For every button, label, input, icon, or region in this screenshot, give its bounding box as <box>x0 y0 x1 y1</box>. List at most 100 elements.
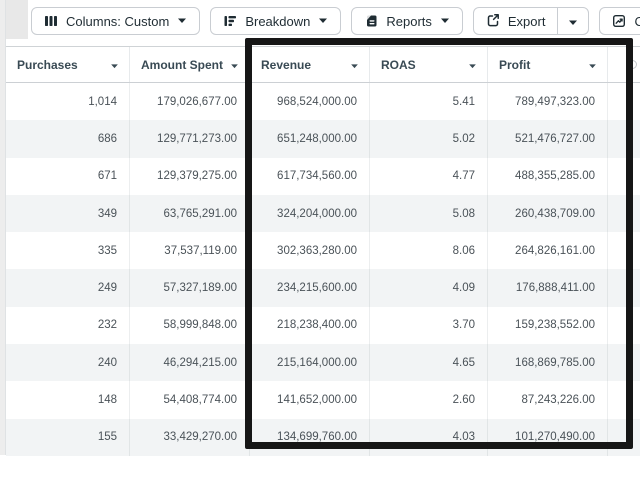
column-header-revenue[interactable]: Revenue <box>250 47 370 82</box>
cell-profit: 260,438,709.00 <box>488 194 608 233</box>
cell-profit: 264,826,161.00 <box>488 232 608 270</box>
cell-revenue: 141,652,000.00 <box>250 381 370 419</box>
cell-purchases: 232 <box>6 306 130 345</box>
chevron-down-icon <box>568 14 578 29</box>
cell-amount-spent: 37,537,119.00 <box>130 232 250 270</box>
cell-roas: 5.41 <box>370 83 488 121</box>
table-row: 686 129,771,273.00 651,248,000.00 5.02 5… <box>6 120 640 158</box>
cell-revenue: 134,699,760.00 <box>250 418 370 456</box>
cell-purchases: 349 <box>6 194 130 233</box>
breakdown-button[interactable]: Breakdown <box>210 7 342 35</box>
cell-purchases: 155 <box>6 418 130 456</box>
columns-icon <box>44 14 58 28</box>
toolbar: Columns: Custom Breakdown <box>31 7 640 35</box>
cell-amount-spent: 179,026,677.00 <box>130 83 250 121</box>
cell-roas: 3.70 <box>370 306 488 345</box>
cell-roas: 8.06 <box>370 232 488 270</box>
export-split-button: Export <box>472 7 590 35</box>
column-header-roas[interactable]: ROAS <box>370 47 488 82</box>
cell-amount-spent: 54,408,774.00 <box>130 381 250 419</box>
cell-revenue: 651,248,000.00 <box>250 120 370 158</box>
charts-icon <box>612 14 626 28</box>
export-icon <box>486 13 500 30</box>
charts-button-label: Charts <box>634 13 640 29</box>
cell-roas: 4.09 <box>370 269 488 307</box>
breakdown-button-label: Breakdown <box>245 13 311 29</box>
column-header-profit[interactable]: Profit <box>488 47 608 82</box>
export-options-button[interactable] <box>557 8 588 34</box>
cell-purchases: 1,014 <box>6 83 130 121</box>
page-background-strip <box>0 0 6 455</box>
table-row: 335 37,537,119.00 302,363,280.00 8.06 26… <box>6 232 640 270</box>
cell-amount-spent: 57,327,189.00 <box>130 269 250 307</box>
columns-button-label: Columns: Custom <box>66 13 170 29</box>
cell-revenue: 968,524,000.00 <box>250 83 370 121</box>
cell-revenue: 617,734,560.00 <box>250 157 370 195</box>
column-header-purchases[interactable]: Purchases <box>6 47 130 82</box>
column-header-label: Profit <box>499 57 531 72</box>
cell-revenue: 234,215,600.00 <box>250 269 370 307</box>
cell-profit: 159,238,552.00 <box>488 306 608 345</box>
column-header-label: Amount Spent <box>141 57 223 72</box>
cell-partial <box>608 381 640 418</box>
export-button[interactable]: Export <box>474 8 558 34</box>
cell-profit: 168,869,785.00 <box>488 344 608 382</box>
cell-purchases: 671 <box>6 157 130 195</box>
cell-partial <box>608 83 640 120</box>
table-row: 148 54,408,774.00 141,652,000.00 2.60 87… <box>6 381 640 419</box>
reports-icon <box>364 14 378 28</box>
table-row: 249 57,327,189.00 234,215,600.00 4.09 17… <box>6 269 640 307</box>
chevron-down-icon <box>318 18 328 24</box>
table-row: 671 129,379,275.00 617,734,560.00 4.77 4… <box>6 157 640 195</box>
column-header-partial <box>608 47 640 82</box>
breakdown-icon <box>223 14 237 28</box>
sort-caret-icon[interactable] <box>350 58 359 72</box>
metrics-table: Purchases Amount Spent Revenue ROAS <box>6 46 640 456</box>
cell-revenue: 302,363,280.00 <box>250 232 370 270</box>
cell-amount-spent: 63,765,291.00 <box>130 194 250 233</box>
cell-profit: 87,243,226.00 <box>488 381 608 419</box>
cell-purchases: 148 <box>6 381 130 419</box>
column-header-label: ROAS <box>381 57 416 72</box>
cell-amount-spent: 129,379,275.00 <box>130 157 250 195</box>
cell-amount-spent: 33,429,270.00 <box>130 418 250 456</box>
sort-caret-icon[interactable] <box>230 58 239 72</box>
cell-profit: 488,355,285.00 <box>488 157 608 195</box>
columns-button[interactable]: Columns: Custom <box>31 7 201 35</box>
column-header-amount-spent[interactable]: Amount Spent <box>130 47 250 82</box>
cell-roas: 2.60 <box>370 381 488 419</box>
cell-partial <box>608 344 640 381</box>
chevron-down-icon <box>440 18 450 24</box>
table-row: 155 33,429,270.00 134,699,760.00 4.03 10… <box>6 418 640 456</box>
cell-profit: 521,476,727.00 <box>488 120 608 158</box>
sort-caret-icon[interactable] <box>588 58 597 72</box>
partial-column-icon <box>628 60 637 69</box>
column-header-label: Revenue <box>261 57 312 72</box>
cell-revenue: 215,164,000.00 <box>250 344 370 382</box>
table-row: 1,014 179,026,677.00 968,524,000.00 5.41… <box>6 83 640 121</box>
cell-purchases: 240 <box>6 344 130 382</box>
cell-purchases: 686 <box>6 120 130 158</box>
table-row: 240 46,294,215.00 215,164,000.00 4.65 16… <box>6 344 640 382</box>
reports-button[interactable]: Reports <box>351 7 463 35</box>
cell-profit: 176,888,411.00 <box>488 269 608 307</box>
reports-button-label: Reports <box>386 13 432 29</box>
sort-caret-icon[interactable] <box>468 58 477 72</box>
cell-revenue: 324,204,000.00 <box>250 194 370 233</box>
cell-profit: 101,270,490.00 <box>488 418 608 456</box>
cell-roas: 5.02 <box>370 120 488 158</box>
cell-partial <box>608 158 640 195</box>
table-row: 232 58,999,848.00 218,238,400.00 3.70 15… <box>6 306 640 345</box>
sort-caret-icon[interactable] <box>110 58 119 72</box>
charts-button[interactable]: Charts <box>599 7 640 35</box>
cell-purchases: 335 <box>6 232 130 270</box>
table-body: 1,014 179,026,677.00 968,524,000.00 5.41… <box>6 83 640 456</box>
cell-purchases: 249 <box>6 269 130 307</box>
chevron-down-icon <box>177 18 187 24</box>
cell-amount-spent: 58,999,848.00 <box>130 306 250 345</box>
cell-partial <box>608 232 640 269</box>
column-header-label: Purchases <box>17 57 78 72</box>
cell-partial <box>608 195 640 232</box>
cell-partial <box>608 120 640 157</box>
